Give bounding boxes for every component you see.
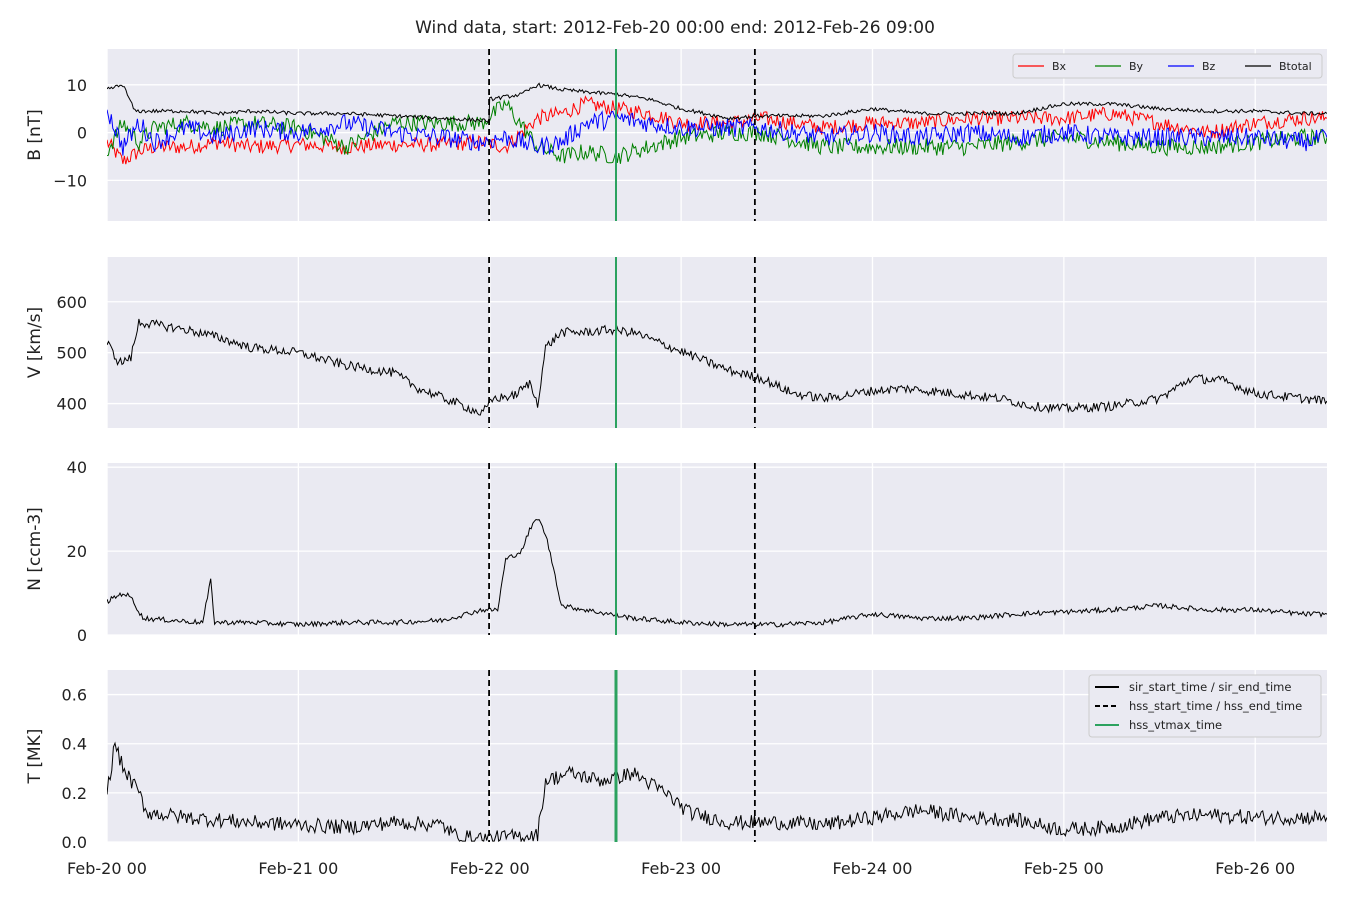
- y-tick-label: 0: [77, 124, 87, 143]
- y-tick-label: −10: [53, 171, 87, 190]
- y-tick-label: 10: [67, 76, 87, 95]
- y-tick-label: 400: [56, 395, 87, 414]
- series-line-n: [107, 518, 1327, 628]
- chart-title: Wind data, start: 2012-Feb-20 00:00 end:…: [415, 18, 935, 38]
- legend-label: sir_start_time / sir_end_time: [1129, 680, 1291, 694]
- x-tick-label: Feb-26 00: [1215, 859, 1295, 878]
- y-axis-label: T [MK]: [25, 729, 45, 785]
- series-line-by: [107, 98, 1327, 164]
- y-tick-label: 0.2: [62, 784, 87, 803]
- series-line-bx: [107, 95, 1327, 165]
- legend-box: [1088, 674, 1322, 738]
- y-tick-label: 0.4: [62, 735, 87, 754]
- legend-label: hss_vtmax_time: [1129, 718, 1222, 732]
- legend-label: By: [1129, 60, 1144, 73]
- x-tick-label: Feb-20 00: [67, 859, 147, 878]
- x-tick-label: Feb-23 00: [641, 859, 721, 878]
- legend-t: sir_start_time / sir_end_time hss_start_t…: [1088, 674, 1322, 738]
- legend-box: [1012, 53, 1323, 79]
- y-tick-label: 40: [67, 458, 87, 477]
- legend-label: Bz: [1202, 60, 1216, 73]
- y-tick-label: 20: [67, 542, 87, 561]
- x-tick-label: Feb-21 00: [258, 859, 338, 878]
- y-axis-label: V [km/s]: [25, 307, 45, 378]
- series-line-t: [107, 741, 1327, 842]
- y-tick-label: 0.0: [62, 833, 87, 852]
- x-tick-label: Feb-24 00: [833, 859, 913, 878]
- legend-b: Bx By Bz Btotal: [1012, 53, 1323, 79]
- y-tick-label: 500: [56, 344, 87, 363]
- y-tick-label: 600: [56, 293, 87, 312]
- plot-area: [107, 463, 1327, 635]
- legend-label: Bx: [1052, 60, 1067, 73]
- series-line-v: [107, 318, 1327, 416]
- x-tick-label: Feb-25 00: [1024, 859, 1104, 878]
- legend-label: hss_start_time / hss_end_time: [1129, 699, 1302, 713]
- y-tick-label: 0.6: [62, 686, 87, 705]
- panel-v: 600 500 400 V [km/s]: [25, 257, 1327, 428]
- series-line-bz: [107, 109, 1327, 156]
- y-axis-label: N [ccm-3]: [25, 507, 45, 591]
- y-axis-label: B [nT]: [25, 109, 45, 161]
- plot-area: [107, 257, 1327, 428]
- x-tick-label: Feb-22 00: [450, 859, 530, 878]
- series-line-btotal: [107, 82, 1327, 123]
- y-tick-label: 0: [77, 626, 87, 645]
- legend-label: Btotal: [1279, 60, 1312, 73]
- panel-n: 40 20 0 N [ccm-3]: [25, 458, 1327, 645]
